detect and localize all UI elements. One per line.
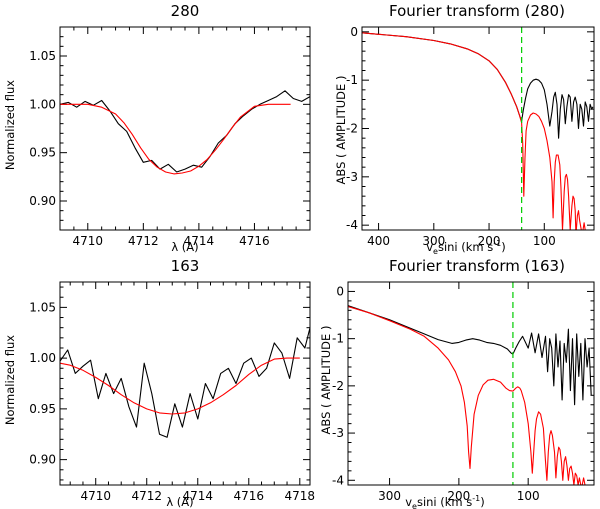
x-axis-label: λ (A) <box>166 495 193 509</box>
observed-ft-line <box>348 305 592 406</box>
x-tick-label: 200 <box>478 234 501 248</box>
panel-title: Fourier transform (163) <box>389 257 565 275</box>
x-tick-label: 4716 <box>239 234 270 248</box>
panel-fourier-280: Fourier transform (280) vesini (km s-1) … <box>334 2 595 256</box>
y-tick-label: -4 <box>332 473 344 487</box>
x-tick-label: 4710 <box>73 234 104 248</box>
x-tick-label: 4714 <box>184 234 215 248</box>
y-tick-label: -1 <box>346 73 358 87</box>
y-tick-label: -2 <box>346 122 358 136</box>
y-tick-label: 0.90 <box>29 453 56 467</box>
observed-spectrum-line <box>60 90 310 173</box>
panel-spectrum-163: 163 λ (A) Normalized flux 4710 4712 4714 47… <box>3 257 315 509</box>
plot-frame <box>59 281 311 486</box>
y-tick-label: -4 <box>346 218 358 232</box>
plot-frame <box>361 26 595 231</box>
y-axis-label: ABS ( AMPLITUDE ) <box>334 76 348 185</box>
x-tick-label: 100 <box>533 234 556 248</box>
rotational-profile-fit-line <box>60 357 300 415</box>
y-tick-label: 0 <box>336 284 344 298</box>
x-tick-label: 4710 <box>80 489 111 503</box>
x-tick-label: 4712 <box>128 234 159 248</box>
observed-ft-line <box>362 32 594 139</box>
y-tick-label: 0 <box>350 25 358 39</box>
panel-title: Fourier transform (280) <box>389 2 565 20</box>
y-tick-label: -3 <box>346 170 358 184</box>
model-ft-line <box>348 305 591 485</box>
y-tick-label: -2 <box>332 379 344 393</box>
x-tick-label: 4716 <box>234 489 265 503</box>
y-axis-label: Normalized flux <box>3 80 17 170</box>
y-tick-label: 1.00 <box>29 97 56 111</box>
y-tick-label: -1 <box>332 332 344 346</box>
panel-fourier-163: Fourier transform (163) vesini (km s-1) … <box>319 257 595 509</box>
x-tick-label: 300 <box>422 234 445 248</box>
x-tick-label: 200 <box>447 489 470 503</box>
y-axis-label: ABS ( AMPLITUDE ) <box>319 326 333 435</box>
y-tick-label: 1.05 <box>29 49 56 63</box>
x-tick-label: 100 <box>517 489 540 503</box>
y-tick-label: -3 <box>332 426 344 440</box>
panel-title: 280 <box>171 2 200 20</box>
y-tick-label: 0.95 <box>29 402 56 416</box>
x-axis-label: vesini (km s-1) <box>426 239 506 256</box>
panel-spectrum-280: 280 λ (A) Normalized flux 4710 4712 4714 47… <box>3 2 311 254</box>
x-tick-label: 300 <box>378 489 401 503</box>
x-tick-label: 4712 <box>131 489 162 503</box>
y-tick-label: 1.00 <box>29 351 56 365</box>
y-tick-label: 1.05 <box>29 300 56 314</box>
x-axis-label: λ (A) <box>171 240 198 254</box>
x-tick-label: 4718 <box>285 489 316 503</box>
plot-frame <box>59 26 311 231</box>
x-axis-label: vesini (km s-1) <box>405 494 485 509</box>
y-tick-label: 0.90 <box>29 194 56 208</box>
panel-title: 163 <box>171 257 200 275</box>
x-tick-label: 400 <box>367 234 390 248</box>
x-tick-label: 4714 <box>182 489 213 503</box>
y-axis-label: Normalized flux <box>3 335 17 425</box>
observed-spectrum-line <box>60 327 310 438</box>
model-ft-line <box>362 32 588 230</box>
rotational-profile-fit-line <box>60 103 291 175</box>
y-tick-label: 0.95 <box>29 146 56 160</box>
plot-frame <box>347 281 595 486</box>
